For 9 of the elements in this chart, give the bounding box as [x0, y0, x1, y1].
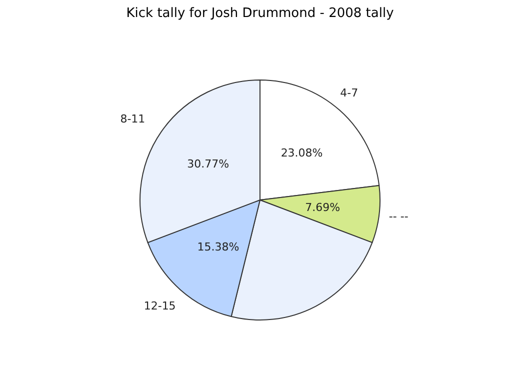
slice-label: 12-15 [144, 299, 176, 312]
data-label: 15.38% [197, 240, 240, 254]
data-label: 23.08% [280, 146, 323, 160]
slice-label: 4-7 [340, 86, 358, 100]
data-label: 30.77% [187, 158, 230, 171]
data-label: 7.69% [305, 201, 340, 214]
slice-label: -- -- [388, 210, 408, 224]
slice-label: 8-11 [120, 112, 146, 126]
chart-title: Kick tally for Josh Drummond - 2008 tally [126, 6, 394, 21]
